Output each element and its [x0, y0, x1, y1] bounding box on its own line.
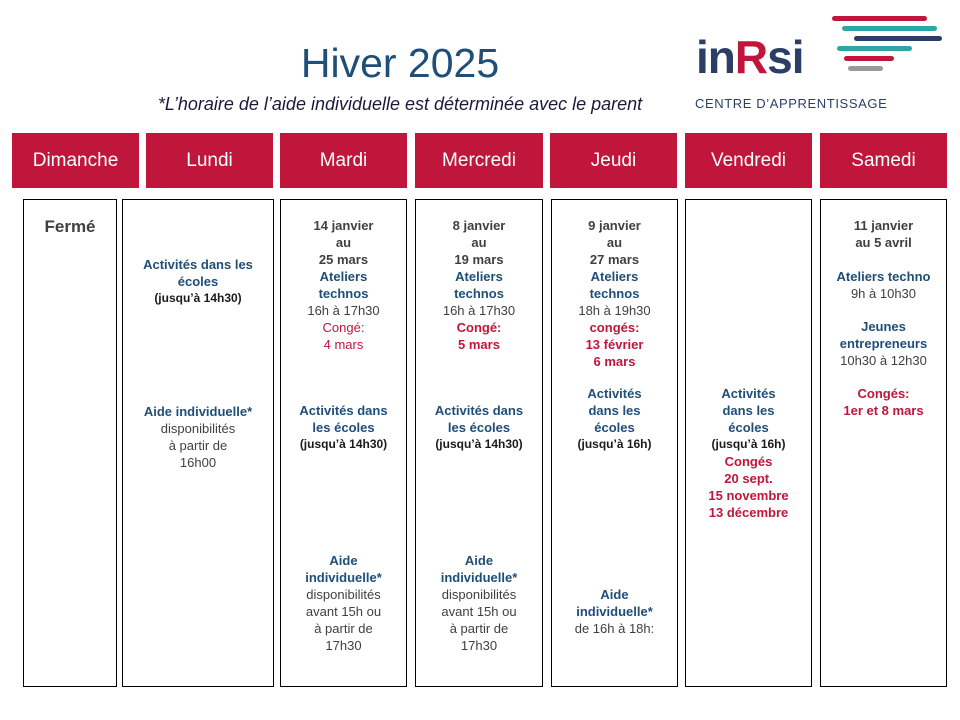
mardi-conge-label: Congé:	[322, 320, 365, 335]
vendredi-conge-4: 13 décembre	[708, 505, 789, 520]
vendredi-activites-3: écoles	[728, 420, 769, 435]
samedi-ateliers-title: Ateliers techno	[836, 269, 931, 284]
lundi-aide-title: Aide individuelle*	[143, 404, 253, 419]
jeudi-aide-2: individuelle*	[576, 604, 653, 619]
mardi-disp-3: à partir de	[314, 621, 373, 636]
mardi-activites-time: (jusqu’à 14h30)	[299, 437, 388, 451]
jeudi-ateliers-1: Ateliers	[590, 269, 639, 284]
lundi-activites-time: (jusqu’à 14h30)	[154, 291, 242, 305]
column-jeudi: 9 janvier au 27 mars Ateliers technos 18…	[551, 199, 678, 687]
jeudi-activites-3: écoles	[594, 420, 635, 435]
column-dimanche: Fermé	[23, 199, 117, 687]
header-samedi: Samedi	[820, 133, 947, 188]
mercredi-activites-2: les écoles	[447, 420, 511, 435]
vendredi-conge-1: Congés	[724, 454, 773, 469]
lundi-aide-line2: à partir de	[168, 438, 228, 453]
samedi-date-1: 11 janvier	[853, 218, 914, 233]
column-lundi: Activités dans les écoles (jusqu’à 14h30…	[122, 199, 274, 687]
mercredi-activites-1: Activités dans	[434, 403, 524, 418]
lundi-activites-title: Activités dans les écoles	[143, 257, 253, 289]
page-title: Hiver 2025	[300, 40, 500, 86]
jeudi-activites-2: dans les	[588, 403, 641, 418]
mercredi-conge-label: Congé:	[456, 320, 502, 335]
mercredi-date-2: au	[471, 235, 487, 250]
samedi-jeunes-2: entrepreneurs	[839, 336, 928, 351]
mercredi-aide-1: Aide	[464, 553, 494, 568]
mardi-activites-1: Activités dans	[299, 403, 388, 418]
mercredi-conge-date: 5 mars	[458, 337, 500, 352]
column-mercredi: 8 janvier au 19 mars Ateliers technos 16…	[415, 199, 543, 687]
mardi-date-3: 25 mars	[318, 252, 369, 267]
mercredi-disp-4: 17h30	[460, 638, 498, 653]
mardi-ateliers-1: Ateliers	[319, 269, 368, 284]
samedi-ateliers-time: 9h à 10h30	[850, 286, 917, 301]
mercredi-date-1: 8 janvier	[452, 218, 506, 233]
jeudi-ateliers-time: 18h à 19h30	[578, 303, 651, 318]
mercredi-aide-2: individuelle*	[440, 570, 518, 585]
mardi-disp-1: disponibilités	[306, 587, 381, 602]
jeudi-conge-3: 6 mars	[593, 354, 636, 369]
mardi-disp-4: 17h30	[325, 638, 362, 653]
lundi-aide-line1: disponibilités	[160, 421, 236, 436]
mercredi-ateliers-2: technos	[454, 286, 504, 301]
samedi-jeunes-time: 10h30 à 12h30	[840, 353, 927, 368]
header-vendredi: Vendredi	[685, 133, 812, 188]
mardi-aide-2: individuelle*	[305, 570, 382, 585]
jeudi-ateliers-2: technos	[589, 286, 640, 301]
jeudi-date-2: au	[606, 235, 623, 250]
mardi-date-2: au	[335, 235, 352, 250]
vendredi-activites-2: dans les	[722, 403, 775, 418]
mercredi-date-3: 19 mars	[454, 252, 504, 267]
mardi-activites-2: les écoles	[312, 420, 375, 435]
samedi-conge-1: Congés:	[857, 386, 910, 401]
vendredi-activites-time: (jusqu’à 16h)	[711, 437, 786, 451]
inrsi-logo: inRsi CENTRE D’APPRENTISSAGE	[692, 14, 942, 114]
mardi-ateliers-2: technos	[318, 286, 369, 301]
mardi-ateliers-time: 16h à 17h30	[307, 303, 380, 318]
mercredi-disp-1: disponibilités	[441, 587, 517, 602]
vendredi-activites-1: Activités	[721, 386, 776, 401]
logo-stripes-icon	[832, 16, 942, 71]
mardi-disp-2: avant 15h ou	[305, 604, 382, 619]
header-lundi: Lundi	[146, 133, 273, 188]
header-mardi: Mardi	[280, 133, 407, 188]
mercredi-disp-3: à partir de	[449, 621, 509, 636]
mercredi-ateliers-1: Ateliers	[455, 269, 503, 284]
jeudi-aide-time: de 16h à 18h:	[574, 621, 655, 636]
page-subtitle: *L’horaire de l’aide individuelle est dé…	[157, 94, 643, 114]
column-vendredi: Activités dans les écoles (jusqu’à 16h) …	[685, 199, 812, 687]
samedi-date-2: au 5 avril	[855, 235, 912, 250]
jeudi-aide-1: Aide	[600, 587, 629, 602]
mardi-conge-date: 4 mars	[323, 337, 364, 352]
mardi-date-1: 14 janvier	[313, 218, 374, 233]
mardi-aide-1: Aide	[329, 553, 358, 568]
jeudi-conge-2: 13 février	[585, 337, 644, 352]
lundi-aide-line3: 16h00	[179, 455, 217, 470]
jeudi-date-1: 9 janvier	[588, 218, 641, 233]
mercredi-ateliers-time: 16h à 17h30	[442, 303, 516, 318]
jeudi-activites-1: Activités	[587, 386, 642, 401]
samedi-conge-2: 1er et 8 mars	[843, 403, 924, 418]
jeudi-date-3: 27 mars	[589, 252, 640, 267]
mercredi-disp-2: avant 15h ou	[441, 604, 517, 619]
column-samedi: 11 janvier au 5 avril Ateliers techno 9h…	[820, 199, 947, 687]
logo-tagline: CENTRE D’APPRENTISSAGE	[695, 96, 888, 111]
dimanche-status: Fermé	[44, 217, 96, 236]
header-mercredi: Mercredi	[415, 133, 543, 188]
logo-wordmark: inRsi	[696, 31, 805, 83]
header-jeudi: Jeudi	[550, 133, 677, 188]
vendredi-conge-2: 20 sept.	[724, 471, 773, 486]
mercredi-activites-time: (jusqu’à 14h30)	[435, 437, 523, 451]
header-dimanche: Dimanche	[12, 133, 139, 188]
column-mardi: 14 janvier au 25 mars Ateliers technos 1…	[280, 199, 407, 687]
jeudi-activites-time: (jusqu’à 16h)	[577, 437, 652, 451]
jeudi-conge-1: congés:	[589, 320, 640, 335]
vendredi-conge-3: 15 novembre	[708, 488, 789, 503]
samedi-jeunes-1: Jeunes	[861, 319, 906, 334]
